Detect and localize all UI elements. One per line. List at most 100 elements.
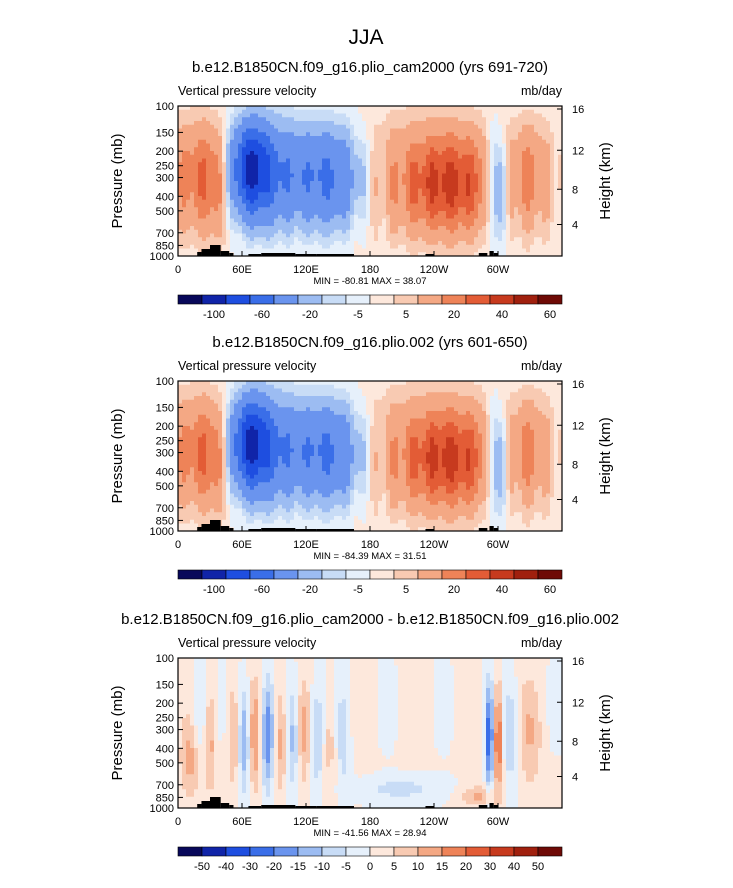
heatmap-cell	[238, 199, 243, 204]
heatmap-cell	[350, 226, 355, 231]
heatmap-cell	[202, 437, 207, 442]
heatmap-cell	[218, 452, 223, 457]
heatmap-cell	[274, 218, 279, 223]
heatmap-cell	[334, 117, 339, 122]
heatmap-cell	[202, 132, 207, 137]
heatmap-cell	[474, 241, 479, 246]
heatmap-cell	[254, 162, 259, 167]
heatmap-cell	[254, 207, 259, 212]
heatmap-cell	[278, 128, 283, 133]
heatmap-cell	[238, 117, 243, 122]
heatmap-cell	[398, 154, 403, 159]
heatmap-cell	[370, 151, 375, 156]
heatmap-cell	[402, 241, 407, 246]
heatmap-cell	[270, 501, 275, 506]
heatmap-cell	[422, 211, 427, 216]
heatmap-cell	[190, 418, 195, 423]
heatmap-cell	[314, 226, 319, 231]
heatmap-cell	[490, 151, 495, 156]
heatmap-cell	[490, 121, 495, 126]
heatmap-cell	[558, 132, 563, 137]
heatmap-cell	[282, 222, 287, 227]
heatmap-cell	[314, 154, 319, 159]
heatmap-cell	[390, 196, 395, 201]
heatmap-cell	[178, 196, 183, 201]
heatmap-cell	[522, 147, 527, 152]
heatmap-cell	[530, 181, 535, 186]
heatmap-cell	[370, 237, 375, 242]
heatmap-cell	[194, 184, 199, 189]
heatmap-cell	[314, 184, 319, 189]
heatmap-cell	[398, 226, 403, 231]
heatmap-cell	[466, 173, 471, 178]
heatmap-cell	[518, 166, 523, 171]
heatmap-cell	[206, 169, 211, 174]
heatmap-cell	[378, 214, 383, 219]
heatmap-cell	[346, 158, 351, 163]
heatmap-cell	[498, 169, 503, 174]
heatmap-cell	[426, 158, 431, 163]
heatmap-cell	[486, 199, 491, 204]
heatmap-cell	[206, 196, 211, 201]
y-tick-label: 500	[156, 206, 174, 218]
heatmap-cell	[258, 403, 263, 408]
heatmap-cell	[202, 478, 207, 483]
heatmap-cell	[186, 188, 191, 193]
heatmap-cell	[498, 151, 503, 156]
heatmap-cell	[202, 426, 207, 431]
heatmap-cell	[178, 437, 183, 442]
heatmap-cell	[434, 139, 439, 144]
heatmap-cell	[202, 196, 207, 201]
heatmap-cell	[218, 154, 223, 159]
heatmap-cell	[470, 214, 475, 219]
heatmap-cell	[206, 448, 211, 453]
heatmap-cell	[254, 493, 259, 498]
heatmap-cell	[254, 211, 259, 216]
heatmap-cell	[286, 124, 291, 129]
heatmap-cell	[458, 109, 463, 114]
heatmap-cell	[398, 169, 403, 174]
heatmap-cell	[458, 222, 463, 227]
heatmap-cell	[238, 136, 243, 141]
heatmap-cell	[366, 162, 371, 167]
heatmap-cell	[478, 143, 483, 148]
heatmap-cell	[410, 218, 415, 223]
heatmap-cell	[514, 218, 519, 223]
heatmap-cell	[454, 158, 459, 163]
heatmap-cell	[462, 158, 467, 163]
heatmap-cell	[486, 117, 491, 122]
heatmap-cell	[254, 482, 259, 487]
heatmap-cell	[266, 151, 271, 156]
heatmap-cell	[446, 241, 451, 246]
heatmap-cell	[298, 177, 303, 182]
heatmap-cell	[258, 493, 263, 498]
heatmap-cell	[370, 207, 375, 212]
heatmap-cell	[554, 207, 559, 212]
heatmap-cell	[366, 188, 371, 193]
heatmap-cell	[550, 132, 555, 137]
heatmap-cell	[378, 173, 383, 178]
heatmap-cell	[414, 241, 419, 246]
heatmap-cell	[386, 169, 391, 174]
heatmap-cell	[314, 211, 319, 216]
heatmap-cell	[194, 166, 199, 171]
heatmap-cell	[418, 158, 423, 163]
heatmap-cell	[530, 143, 535, 148]
heatmap-cell	[446, 184, 451, 189]
heatmap-cell	[466, 177, 471, 182]
heatmap-cell	[530, 196, 535, 201]
heatmap-cell	[462, 132, 467, 137]
heatmap-cell	[410, 169, 415, 174]
heatmap-cell	[478, 124, 483, 129]
heatmap-cell	[326, 218, 331, 223]
heatmap-cell	[342, 143, 347, 148]
heatmap-cell	[382, 132, 387, 137]
heatmap-cell	[286, 121, 291, 126]
heatmap-cell	[186, 124, 191, 129]
heatmap-cell	[466, 184, 471, 189]
heatmap-cell	[502, 121, 507, 126]
heatmap-cell	[318, 113, 323, 118]
heatmap-cell	[298, 128, 303, 133]
heatmap-cell	[470, 109, 475, 114]
heatmap-cell	[270, 184, 275, 189]
